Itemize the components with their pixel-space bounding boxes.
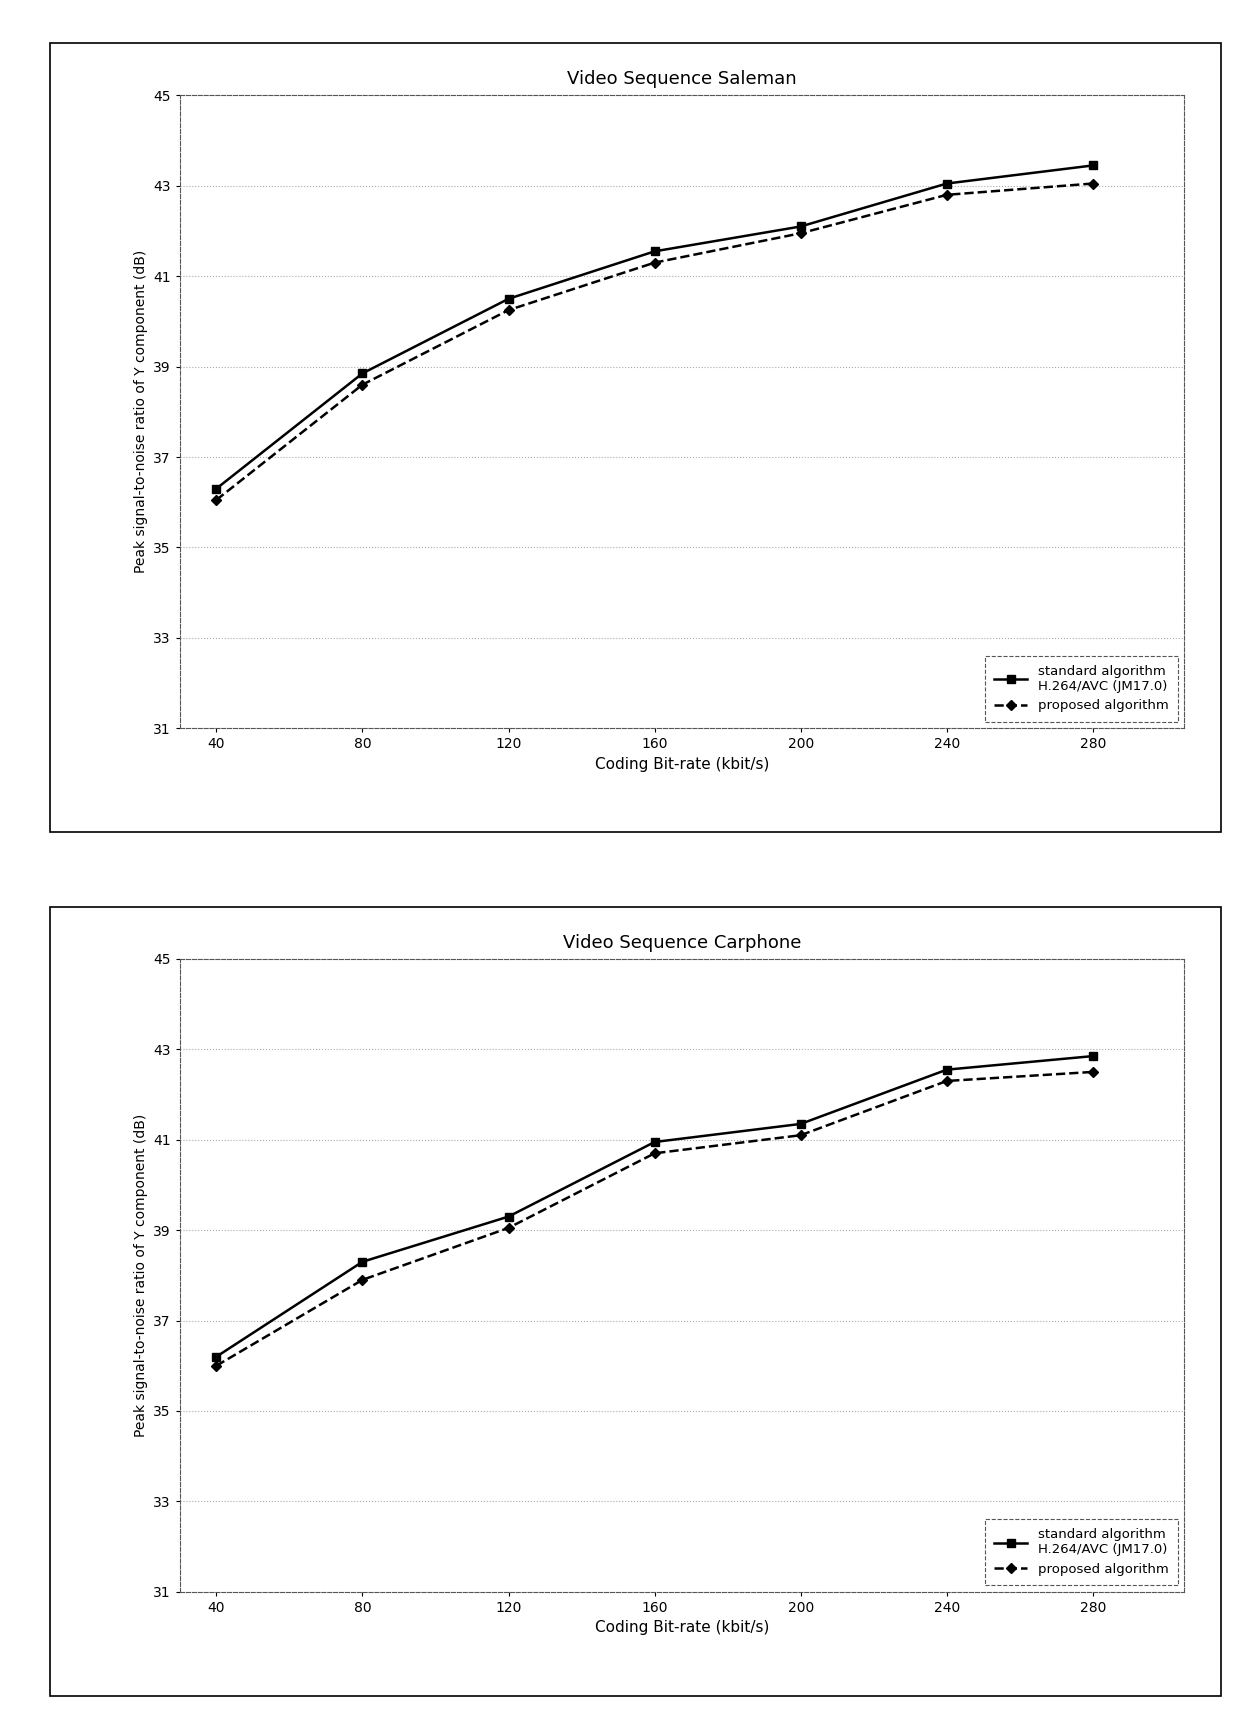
Y-axis label: Peak signal-to-noise ratio of Y component (dB): Peak signal-to-noise ratio of Y componen…	[134, 1113, 148, 1437]
Title: Video Sequence Saleman: Video Sequence Saleman	[567, 71, 797, 88]
Title: Video Sequence Carphone: Video Sequence Carphone	[563, 935, 801, 952]
Legend: standard algorithm
H.264/AVC (JM17.0), proposed algorithm: standard algorithm H.264/AVC (JM17.0), p…	[985, 1519, 1178, 1585]
Legend: standard algorithm
H.264/AVC (JM17.0), proposed algorithm: standard algorithm H.264/AVC (JM17.0), p…	[985, 655, 1178, 721]
Y-axis label: Peak signal-to-noise ratio of Y component (dB): Peak signal-to-noise ratio of Y componen…	[134, 250, 148, 574]
X-axis label: Coding Bit-rate (kbit/s): Coding Bit-rate (kbit/s)	[595, 756, 769, 772]
X-axis label: Coding Bit-rate (kbit/s): Coding Bit-rate (kbit/s)	[595, 1620, 769, 1635]
